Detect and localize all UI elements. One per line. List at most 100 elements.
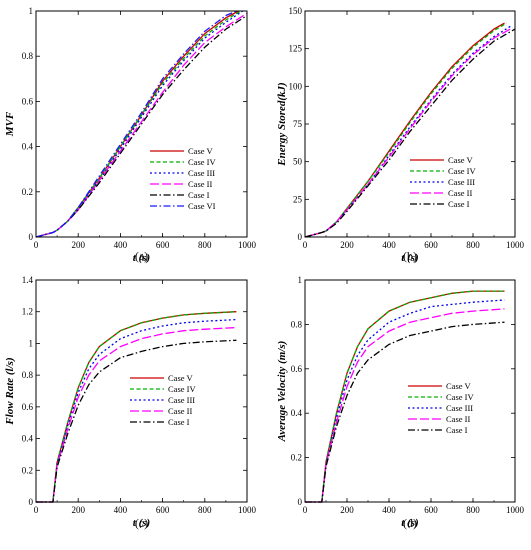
y-tick-label: 1 — [29, 6, 34, 16]
series-line-case-iv — [35, 10, 242, 238]
legend-label: Case V — [446, 381, 471, 391]
x-tick-label: 1000 — [506, 505, 525, 515]
x-axis-label: t (s) — [401, 517, 418, 529]
x-tick-label: 1000 — [238, 505, 257, 515]
legend-label: Case III — [168, 395, 195, 405]
series-line-case-iv — [304, 22, 507, 238]
legend-label: Case III — [188, 168, 215, 178]
y-tick-label: 0.6 — [291, 364, 303, 374]
x-tick-label: 800 — [466, 505, 480, 515]
y-tick-label: 0.6 — [22, 96, 34, 106]
legend-label: Case IV — [188, 157, 216, 167]
series-line-case-iv — [305, 290, 505, 503]
x-tick-label: 600 — [156, 240, 170, 250]
y-tick-label: 75 — [293, 119, 303, 129]
legend-label: Case III — [446, 403, 473, 413]
series-line-case-iii — [305, 299, 505, 503]
y-tick-label: 0 — [29, 232, 34, 242]
x-tick-label: 0 — [34, 240, 39, 250]
y-tick-label: 125 — [289, 44, 303, 54]
panel-b: 0 200 400 600 800 1000 0 25 50 75 100 125 150 t (s) En… — [276, 6, 525, 264]
legend-label: Case IV — [168, 384, 196, 394]
series-line-case-ii — [36, 326, 237, 503]
x-axis-label: t (s) — [401, 252, 418, 264]
panel-d: 0 200 400 600 800 1000 0 0.2 0.4 0.6 0.8 1 t (s) Aver… — [276, 275, 525, 530]
series-line-case-i — [305, 321, 505, 503]
series-line-case-v — [36, 311, 237, 503]
x-tick-label: 0 — [34, 505, 39, 515]
legend-label: Case II — [448, 188, 472, 198]
legend-label: Case I — [446, 425, 468, 435]
x-tick-label: 600 — [424, 240, 438, 250]
legend-label: Case V — [188, 146, 213, 156]
y-axis-label: Flow Rate (l/s) — [4, 357, 16, 425]
legend-label: Case II — [168, 406, 192, 416]
y-tick-label: 0.2 — [22, 465, 33, 475]
legend-label: Case V — [168, 373, 193, 383]
y-tick-label: 1.4 — [22, 275, 34, 285]
legend-label: Case VI — [188, 201, 216, 211]
x-tick-label: 800 — [466, 240, 480, 250]
x-tick-label: 200 — [71, 505, 85, 515]
x-tick-label: 600 — [424, 505, 438, 515]
series-line-case-ii — [305, 308, 505, 503]
series-line-case-ii — [35, 12, 248, 238]
legend-label: Case II — [188, 179, 212, 189]
panel-label: (d) — [403, 516, 417, 530]
series-line-case-v — [305, 290, 505, 503]
y-tick-label: 0.8 — [22, 370, 34, 380]
x-tick-label: 400 — [114, 505, 128, 515]
y-tick-label: 0.6 — [22, 402, 34, 412]
x-tick-label: 800 — [198, 240, 212, 250]
y-tick-label: 0.4 — [22, 142, 34, 152]
y-tick-label: 0.4 — [291, 408, 303, 418]
x-tick-label: 200 — [340, 240, 354, 250]
x-tick-label: 200 — [340, 505, 354, 515]
series-line-case-vi — [35, 10, 237, 238]
x-tick-label: 600 — [156, 505, 170, 515]
panel-label: (c) — [135, 516, 148, 530]
x-axis-label: t (s) — [133, 252, 150, 264]
panel-a: 0 200 400 600 800 1000 0 0.2 0.4 0.6 0.8 1 t (s) MVF (… — [4, 6, 257, 264]
legend-label: Case I — [188, 190, 210, 200]
legend-label: Case I — [168, 417, 190, 427]
y-tick-label: 25 — [293, 194, 303, 204]
series-line-case-iii — [304, 25, 512, 238]
panel-label: (b) — [403, 249, 417, 263]
plot-frame — [304, 279, 516, 503]
x-tick-label: 400 — [382, 505, 396, 515]
y-axis-label: Energy Stored(kJ) — [276, 82, 288, 166]
y-tick-label: 100 — [289, 81, 303, 91]
y-tick-label: 150 — [289, 6, 303, 16]
y-tick-label: 0 — [29, 497, 34, 507]
legend-label: Case V — [448, 155, 473, 165]
panel-c: 0 200 400 600 800 1000 0 0.2 0.4 0.6 0.8 1 1.2 1.4 t (… — [4, 275, 257, 530]
x-tick-label: 1000 — [506, 240, 525, 250]
legend-label: Case II — [446, 414, 470, 424]
x-tick-label: 400 — [114, 240, 128, 250]
x-tick-label: 1000 — [238, 240, 257, 250]
y-tick-label: 1.2 — [22, 307, 33, 317]
x-tick-label: 800 — [198, 505, 212, 515]
legend-label: Case I — [448, 199, 470, 209]
y-tick-label: 0 — [298, 232, 303, 242]
y-tick-label: 0.4 — [22, 434, 34, 444]
y-tick-label: 0.8 — [291, 319, 303, 329]
legend-label: Case IV — [448, 166, 476, 176]
y-tick-label: 1 — [298, 275, 303, 285]
y-tick-label: 0.2 — [291, 453, 302, 463]
y-tick-label: 0 — [298, 497, 303, 507]
y-axis-label: Average Velocity (m/s) — [276, 341, 288, 443]
series-line-case-i — [36, 339, 237, 503]
y-tick-label: 1 — [29, 338, 34, 348]
x-tick-label: 0 — [303, 505, 308, 515]
y-tick-label: 50 — [293, 157, 303, 167]
legend-label: Case IV — [446, 392, 474, 402]
y-tick-label: 0.2 — [22, 187, 33, 197]
legend-label: Case III — [448, 177, 475, 187]
